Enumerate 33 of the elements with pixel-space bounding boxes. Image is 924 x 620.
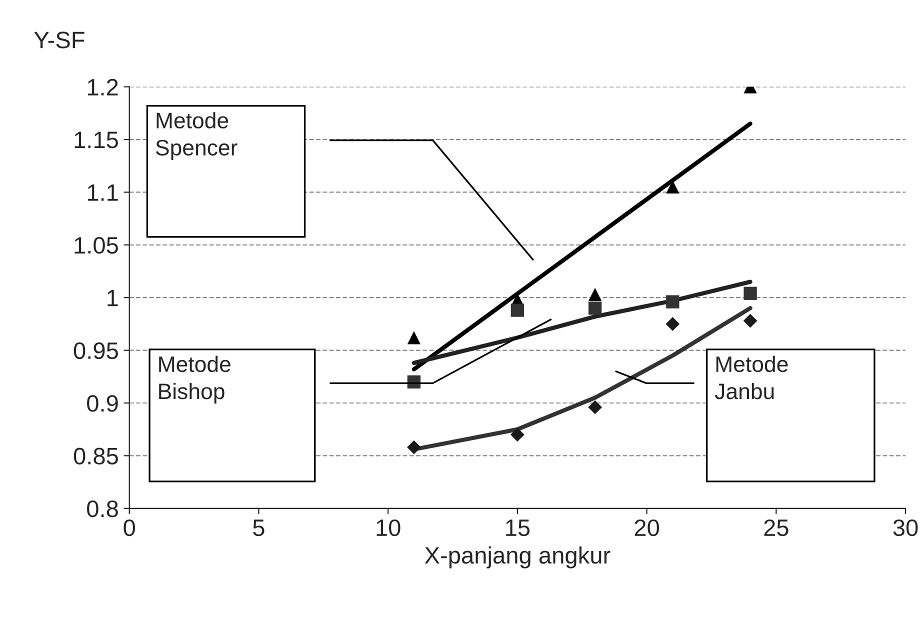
x-tick-label: 0 bbox=[124, 519, 136, 536]
point bbox=[407, 331, 421, 344]
x-tick-label: 10 bbox=[376, 519, 400, 536]
point bbox=[744, 286, 757, 300]
point bbox=[510, 304, 524, 317]
x-tick-label: 30 bbox=[893, 519, 918, 536]
x-tick-label: 20 bbox=[634, 519, 660, 536]
annotation: Metode Janbu bbox=[714, 356, 788, 400]
x-tick-label: 15 bbox=[506, 520, 530, 536]
point bbox=[666, 180, 680, 194]
y-tick-label: 1.1 bbox=[88, 184, 118, 201]
point bbox=[588, 302, 602, 315]
point bbox=[666, 317, 680, 331]
y-tick-label: 1 bbox=[108, 290, 118, 306]
point bbox=[743, 314, 758, 328]
y-tick-label: 1.2 bbox=[88, 78, 118, 96]
point bbox=[588, 400, 602, 414]
y-tick-label: 1.15 bbox=[74, 132, 118, 148]
point bbox=[666, 295, 680, 308]
y-tick-label: 0.8 bbox=[87, 500, 118, 518]
annotation: Metode Bishop bbox=[159, 356, 230, 404]
y-tick-label: 1.05 bbox=[74, 236, 118, 254]
point bbox=[407, 440, 421, 454]
y-tick-label: 0.9 bbox=[87, 395, 118, 412]
x-axis-title: X-panjang angkur bbox=[424, 546, 610, 568]
y-tick-label: 0.85 bbox=[74, 448, 118, 464]
y-tick-label: 0.95 bbox=[74, 342, 118, 360]
x-tick-label: 25 bbox=[764, 519, 788, 536]
point bbox=[510, 428, 524, 442]
annotation: Metode Spencer bbox=[156, 112, 238, 160]
y-axis-title: Y-SF bbox=[34, 32, 84, 48]
x-tick-label: 5 bbox=[253, 520, 264, 536]
point bbox=[588, 288, 602, 302]
